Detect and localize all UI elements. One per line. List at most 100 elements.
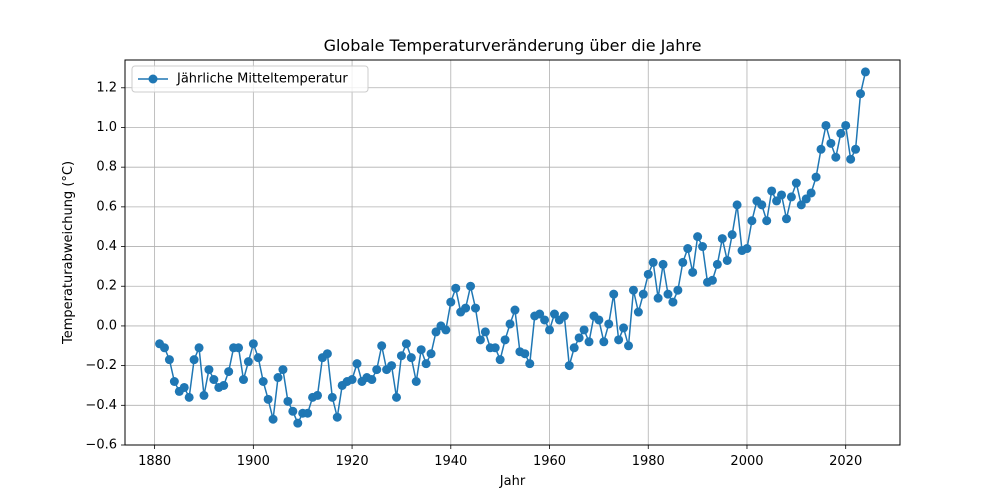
data-point [772, 196, 782, 206]
data-point [707, 275, 717, 285]
data-point [377, 341, 387, 351]
data-point [678, 257, 688, 267]
data-point [446, 297, 456, 307]
data-point [243, 357, 253, 367]
data-point [564, 361, 574, 371]
data-point [421, 359, 431, 369]
data-point [313, 390, 323, 400]
data-point [520, 349, 530, 359]
data-point [717, 234, 727, 244]
y-tick-label: 1.2 [96, 80, 117, 95]
data-point [727, 230, 737, 240]
y-tick-label: −0.2 [85, 358, 117, 373]
data-point [416, 345, 426, 355]
legend-entry-label: Jährliche Mitteltemperatur [176, 72, 348, 87]
data-point [293, 418, 303, 428]
data-point [204, 365, 214, 375]
x-tick-label: 1900 [237, 454, 270, 469]
data-point [851, 144, 861, 154]
data-point [806, 188, 816, 198]
data-point [322, 349, 332, 359]
data-point [846, 154, 856, 164]
data-point [742, 244, 752, 254]
legend-marker-swatch [148, 74, 158, 84]
data-point [391, 392, 401, 402]
data-point [480, 327, 490, 337]
data-point [628, 285, 638, 295]
data-point [273, 373, 283, 383]
data-point [303, 408, 313, 418]
chart-title: Globale Temperaturveränderung über die J… [324, 36, 702, 55]
data-point [253, 353, 263, 363]
y-tick-label: −0.6 [85, 438, 117, 453]
x-tick-label: 2000 [730, 454, 763, 469]
data-point [451, 283, 461, 293]
data-point [781, 214, 791, 224]
data-point [327, 392, 337, 402]
data-point [248, 339, 258, 349]
x-tick-label: 1980 [632, 454, 665, 469]
data-point [698, 242, 708, 252]
data-point [549, 309, 559, 319]
data-point [194, 343, 204, 353]
data-point [347, 375, 357, 385]
data-point [816, 144, 826, 154]
data-point [238, 375, 248, 385]
data-point [831, 152, 841, 162]
legend: Jährliche Mitteltemperatur [131, 65, 369, 93]
data-point [638, 289, 648, 299]
legend-box [131, 65, 369, 93]
data-point [609, 289, 619, 299]
data-point [164, 355, 174, 365]
data-point [367, 375, 377, 385]
data-point [199, 390, 209, 400]
data-point [836, 128, 846, 138]
data-point [569, 343, 579, 353]
data-point [461, 303, 471, 313]
data-point [693, 232, 703, 242]
data-point [658, 259, 668, 269]
data-point [490, 343, 500, 353]
data-point [841, 120, 851, 130]
data-point [441, 325, 451, 335]
data-point [673, 285, 683, 295]
data-point [599, 337, 609, 347]
data-point [169, 376, 179, 386]
data-point [762, 216, 772, 226]
data-point [712, 259, 722, 269]
x-tick-label: 1880 [138, 454, 171, 469]
data-point [510, 305, 520, 315]
y-tick-label: 0.4 [96, 239, 117, 254]
data-point [594, 315, 604, 325]
data-point [648, 257, 658, 267]
data-point [411, 376, 421, 386]
data-point [614, 335, 624, 345]
x-tick-label: 2020 [829, 454, 862, 469]
y-tick-label: −0.4 [85, 398, 117, 413]
data-point [633, 307, 643, 317]
data-point [584, 337, 594, 347]
data-point [401, 339, 411, 349]
data-point [540, 315, 550, 325]
data-point [224, 367, 234, 377]
data-point [184, 392, 194, 402]
x-tick-label: 1940 [434, 454, 467, 469]
data-point [811, 172, 821, 182]
data-point [796, 200, 806, 210]
x-tick-label: 1960 [533, 454, 566, 469]
data-point [466, 281, 476, 291]
data-point [470, 303, 480, 313]
data-point [535, 309, 545, 319]
data-point [406, 353, 416, 363]
data-point [624, 341, 634, 351]
data-point [663, 289, 673, 299]
data-point [268, 414, 278, 424]
data-point [856, 89, 866, 99]
data-point [219, 380, 229, 390]
data-point [332, 412, 342, 422]
data-point [559, 311, 569, 321]
y-tick-label: 0.0 [96, 318, 117, 333]
y-tick-label: 1.0 [96, 120, 117, 135]
data-point [525, 359, 535, 369]
x-axis-label: Jahr [499, 474, 526, 489]
